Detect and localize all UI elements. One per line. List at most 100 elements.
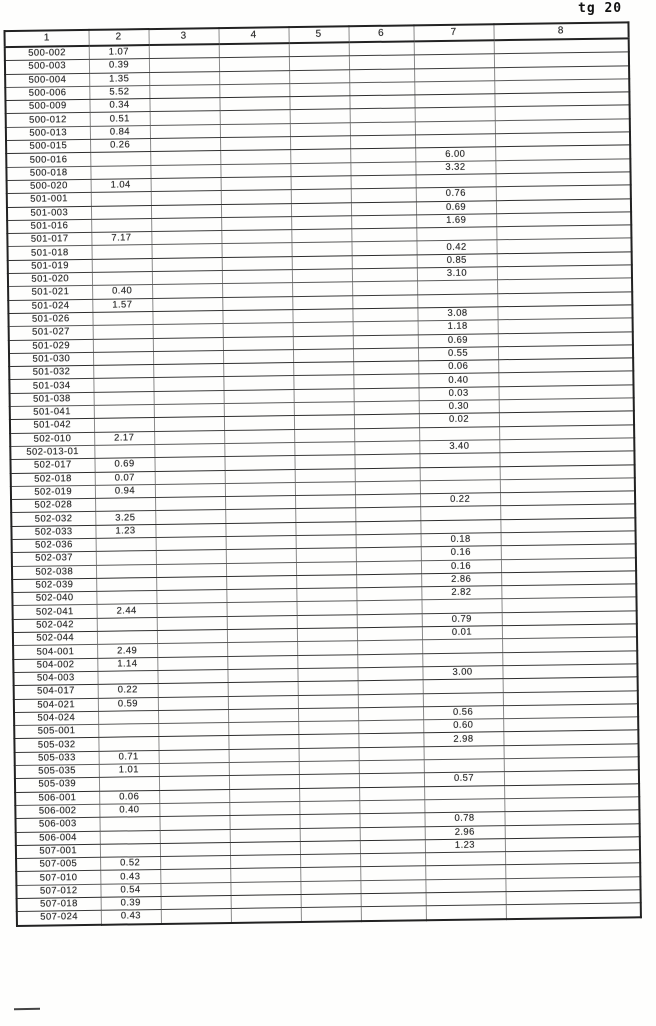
- item-code-cell: 504-017: [13, 684, 98, 700]
- empty-cell: [223, 415, 295, 431]
- col7-value-cell: 0.30: [418, 399, 499, 415]
- empty-cell: [288, 56, 350, 71]
- scan-artifact-mark: [13, 1007, 41, 1011]
- empty-cell: [229, 841, 301, 856]
- empty-cell: [223, 402, 294, 417]
- col2-value-cell: [91, 271, 153, 286]
- item-code-cell: 502-041: [12, 604, 97, 620]
- empty-cell: [360, 892, 426, 907]
- col2-value-cell: 0.43: [100, 869, 161, 885]
- empty-cell: [291, 268, 353, 283]
- empty-cell: [355, 520, 421, 535]
- empty-cell: [356, 586, 422, 602]
- empty-cell: [296, 627, 358, 642]
- item-code-cell: 507-012: [16, 884, 101, 899]
- item-code-cell: 502-036: [11, 538, 96, 553]
- item-code-cell: 502-033: [11, 525, 96, 540]
- empty-cell: [356, 600, 422, 615]
- item-code-cell: 501-041: [9, 405, 94, 420]
- empty-cell: [227, 708, 299, 723]
- empty-cell: [289, 122, 350, 137]
- empty-cell: [350, 174, 416, 190]
- empty-cell: [150, 150, 221, 166]
- col7-value-cell: 0.78: [424, 811, 505, 827]
- empty-cell: [152, 350, 224, 365]
- empty-cell: [149, 71, 220, 86]
- col7-value-cell: 3.00: [422, 665, 503, 681]
- empty-cell: [220, 176, 291, 191]
- empty-cell: [155, 563, 227, 578]
- empty-cell: [353, 374, 419, 389]
- empty-cell: [297, 680, 358, 696]
- empty-cell: [220, 189, 291, 205]
- col2-value-cell: 0.71: [98, 750, 159, 765]
- col7-value-cell: [414, 93, 495, 109]
- empty-cell: [355, 507, 421, 522]
- col2-value-cell: [99, 843, 161, 858]
- column-header: 7: [413, 24, 494, 42]
- col2-value-cell: 0.43: [100, 909, 161, 925]
- col2-value-cell: [97, 670, 158, 685]
- empty-cell: [355, 493, 421, 509]
- empty-cell: [298, 747, 359, 762]
- empty-cell: [294, 441, 355, 456]
- empty-cell: [358, 759, 424, 775]
- item-code-cell: 506-004: [15, 830, 100, 846]
- col7-value-cell: 0.60: [423, 718, 504, 734]
- empty-cell: [152, 310, 223, 325]
- col7-value-cell: [423, 745, 504, 760]
- empty-cell: [351, 254, 417, 269]
- empty-cell: [160, 868, 231, 884]
- col7-value-cell: [422, 639, 503, 654]
- empty-cell: [222, 336, 293, 351]
- empty-cell: [150, 204, 222, 219]
- empty-cell: [156, 576, 227, 591]
- empty-cell: [354, 427, 420, 442]
- empty-cell: [221, 256, 292, 271]
- col7-value-cell: 6.00: [415, 147, 496, 162]
- empty-cell: [152, 323, 223, 339]
- empty-cell: [218, 56, 290, 72]
- col7-value-cell: 0.16: [420, 545, 501, 561]
- empty-cell: [227, 681, 298, 697]
- page-number-label: tg 20: [578, 1, 623, 16]
- item-code-cell: 501-019: [7, 259, 92, 274]
- empty-cell: [226, 588, 297, 603]
- item-code-cell: 500-003: [4, 59, 90, 75]
- empty-cell: [157, 642, 228, 658]
- empty-cell: [296, 587, 357, 603]
- col2-value-cell: [90, 191, 151, 206]
- empty-cell: [300, 853, 361, 868]
- empty-cell: [353, 414, 420, 429]
- empty-cell: [157, 669, 228, 684]
- empty-cell: [160, 882, 231, 897]
- col7-value-cell: [419, 426, 500, 441]
- item-code-cell: 501-034: [9, 378, 94, 394]
- col7-value-cell: 0.69: [415, 200, 497, 215]
- col7-value-cell: [420, 519, 501, 534]
- col2-value-cell: [92, 324, 153, 339]
- col2-value-cell: 0.40: [92, 284, 153, 300]
- empty-cell: [292, 282, 353, 297]
- col7-value-cell: [414, 67, 495, 82]
- empty-cell: [295, 521, 356, 536]
- col7-value-cell: 0.16: [420, 559, 502, 574]
- empty-cell: [221, 229, 292, 245]
- empty-cell: [354, 454, 420, 469]
- empty-cell: [220, 203, 292, 218]
- empty-cell: [155, 536, 226, 551]
- empty-cell: [349, 81, 415, 96]
- col7-value-cell: [425, 851, 506, 867]
- item-code-cell: 502-010: [10, 431, 95, 447]
- item-code-cell: 501-042: [9, 418, 95, 434]
- item-code-cell: 501-030: [8, 352, 94, 367]
- empty-cell: [154, 456, 225, 472]
- empty-cell: [221, 216, 292, 231]
- empty-cell: [298, 760, 359, 775]
- empty-cell: [299, 800, 360, 815]
- col7-value-cell: [414, 120, 495, 135]
- col7-value-cell: 0.85: [416, 253, 497, 268]
- empty-cell: [358, 746, 424, 761]
- empty-cell: [296, 614, 357, 629]
